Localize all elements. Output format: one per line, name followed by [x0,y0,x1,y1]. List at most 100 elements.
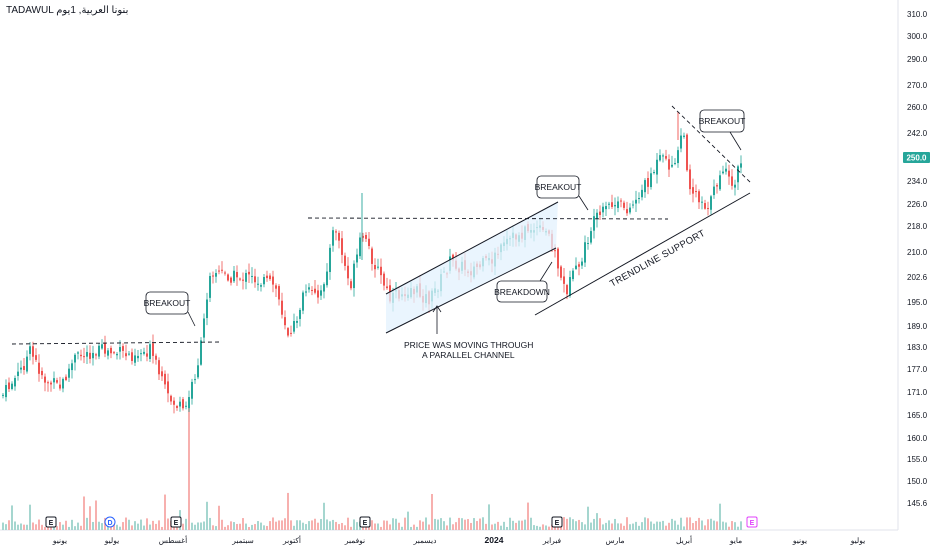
volume-bar [227,525,229,530]
candle [80,349,82,361]
breakout-callout-2: BREAKOUT [535,175,589,211]
y-tick-label: 145.6 [907,499,928,508]
candle [656,153,658,184]
candle [368,231,370,250]
volume-bar [635,521,637,530]
volume-bar [641,522,643,530]
event-marker[interactable]: E [45,516,57,528]
volume-bar [8,520,10,530]
candle [23,357,25,375]
volume-bar [335,521,337,530]
candle [587,236,589,250]
volume-bar [296,520,298,530]
candle [272,270,274,293]
candle [356,248,358,268]
volume-bar [260,522,262,530]
x-tick-label: سبتمبر [231,536,254,545]
candle [701,196,703,210]
volume-bar [158,520,160,530]
volume-bar [32,522,34,530]
price-axis[interactable]: 310.0 300.0 290.0 270.0 260.0 242.0 234.0 226.0… [907,10,928,508]
candle [185,401,187,410]
volume-bar [554,525,556,530]
y-tick-label: 310.0 [907,10,928,19]
volume-bar [620,523,622,530]
candle [314,279,316,295]
volume-bar [716,521,718,530]
volume-bar [671,518,673,530]
candle [164,370,166,389]
volume-bar [263,525,265,530]
candle [659,149,661,162]
candle [254,268,256,288]
event-marker[interactable]: E [551,516,563,528]
candle [377,258,379,270]
volume-bar [446,525,448,530]
volume-bar [698,517,700,530]
volume-bar [200,522,202,530]
candle [641,184,643,201]
volume-bar [674,520,676,530]
volume-bar [665,525,667,530]
resistance-line-1 [11,341,221,345]
candle [44,373,46,392]
candle [275,283,277,297]
candle [71,359,73,379]
candle [62,377,64,393]
candle [719,170,721,191]
y-tick-label: 270.0 [907,81,928,90]
candle [134,348,136,366]
event-marker[interactable]: D [104,516,116,528]
volume-bar [686,517,688,530]
time-axis[interactable]: يونيو يوليو أغسطس سبتمبر أكتوبر نوفمبر ديسمبر 2… [52,534,865,545]
volume-bar [656,521,658,530]
descending-trendline [671,105,753,185]
volume-bar [401,526,403,530]
candle [209,272,211,302]
volume-bar [575,521,577,530]
volume-bar [410,526,412,530]
candle [308,283,310,293]
candle [65,374,67,382]
candle [296,316,298,329]
volume-bar [149,524,151,530]
volume-bar [209,517,211,530]
trendline-support-label: TRENDLINE SUPPORT [608,228,707,290]
volume-bar [221,519,223,530]
volume-bar [74,526,76,530]
candle [269,273,271,281]
volume-bar [305,524,307,530]
candle [227,273,229,282]
volume-bar [422,521,424,530]
volume-bar [650,521,652,530]
volume-bar [86,517,88,530]
volume-bar [326,519,328,530]
volume-bar [11,505,13,530]
candle [32,341,34,365]
volume-bar [290,520,292,530]
volume-bar [701,520,703,530]
volume-bar [512,520,514,530]
candle [200,337,202,366]
volume-bar [683,526,685,530]
candle [206,292,208,326]
candle [713,179,715,199]
y-tick-label: 242.0 [907,129,928,138]
volume-bar [308,521,310,530]
candle [347,257,349,286]
volume-bar [605,522,607,530]
volume-bar [521,520,523,530]
event-marker[interactable]: E [746,516,758,528]
candle [662,153,664,163]
candle [572,268,574,282]
volume-bar [500,525,502,530]
volume-bar [332,519,334,530]
candle [563,267,565,293]
volume-bar [350,526,352,530]
candle [98,343,100,360]
candle [668,154,670,177]
event-marker[interactable]: E [170,516,182,528]
candle [266,270,268,282]
event-marker[interactable]: E [359,516,371,528]
